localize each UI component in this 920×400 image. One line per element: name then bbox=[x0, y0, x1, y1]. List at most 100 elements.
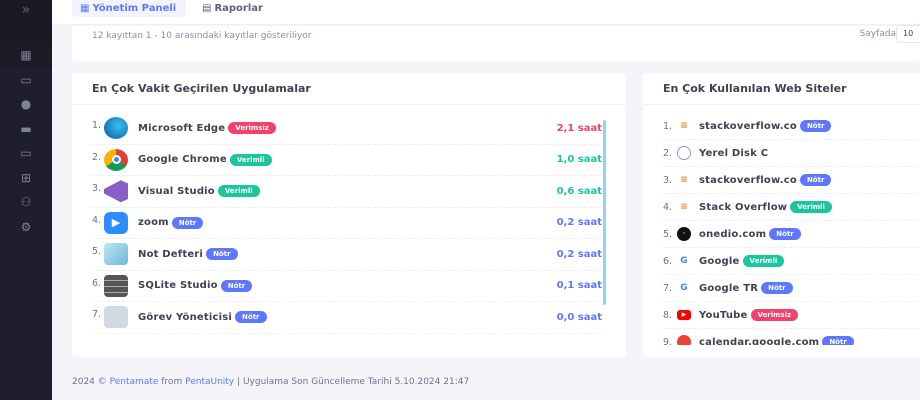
list-item[interactable]: 1. ≡ stackoverflow.co Nötr bbox=[663, 113, 920, 140]
list-item[interactable]: 2. Google Chrome Verimli 1,0 saat bbox=[92, 145, 602, 176]
item-name: Yerel Disk C bbox=[699, 147, 769, 159]
zoom-icon: ▶ bbox=[104, 211, 128, 234]
sidebar-item-dashboard[interactable]: ▦ bbox=[0, 43, 52, 68]
status-badge: Verimsiz bbox=[228, 122, 276, 135]
users-icon: ⚇ bbox=[20, 195, 32, 210]
top-sites-list[interactable]: 1. ≡ stackoverflow.co Nötr 2. Yerel Disk C… bbox=[663, 113, 920, 345]
rank: 6. bbox=[92, 277, 102, 289]
status-badge: Nötr bbox=[220, 279, 253, 292]
list-item[interactable]: 3. Visual Studio Verimli 0,6 saat bbox=[92, 176, 602, 208]
status-badge: Nötr bbox=[769, 228, 801, 240]
list-item[interactable]: 6. G Google Verimli bbox=[663, 248, 920, 275]
duration: 0,2 saat bbox=[556, 248, 602, 260]
item-name: stackoverflow.co bbox=[699, 120, 797, 132]
task-manager-icon bbox=[104, 306, 128, 329]
calculator-icon: ▤ bbox=[202, 3, 212, 14]
brand-link[interactable]: Pentamate bbox=[109, 377, 159, 387]
sidebar-item-settings[interactable]: ⚙ bbox=[0, 215, 52, 240]
item-name: YouTube bbox=[699, 309, 748, 321]
rank: 3. bbox=[663, 174, 673, 186]
status-badge: Verimli bbox=[229, 153, 272, 166]
network-icon: ⊞ bbox=[20, 170, 32, 185]
database-icon bbox=[104, 274, 128, 297]
rank: 4. bbox=[663, 201, 673, 213]
records-info-bar: 12 kayıttan 1 - 10 arasındaki kayıtlar g… bbox=[72, 25, 920, 61]
calendar-icon: ▬ bbox=[20, 121, 32, 136]
status-badge: Nötr bbox=[799, 120, 832, 132]
stackoverflow-icon: ≡ bbox=[680, 175, 688, 185]
sidebar-toggle[interactable]: » bbox=[0, 0, 52, 43]
user-icon: ● bbox=[20, 97, 32, 112]
company-link[interactable]: PentaUnity bbox=[185, 377, 235, 387]
list-item[interactable]: 4. ≡ Stack Overflow Verimli bbox=[663, 194, 920, 221]
item-name: Google Chrome bbox=[138, 154, 227, 166]
per-page-label: Sayfada bbox=[859, 29, 896, 39]
grid-icon: ▦ bbox=[20, 48, 32, 63]
chrome-icon bbox=[104, 148, 128, 171]
visual-studio-icon bbox=[104, 180, 128, 203]
grid-icon: ▦ bbox=[80, 3, 90, 14]
item-name: Google bbox=[699, 255, 740, 267]
sidebar-item-cards[interactable]: ▭ bbox=[0, 68, 52, 93]
list-item[interactable]: 4. ▶ zoom Nötr 0,2 saat bbox=[92, 208, 602, 239]
last-updated: Uygulama Son Güncelleme Tarihi 5.10.2024… bbox=[242, 377, 470, 387]
item-name: Stack Overflow bbox=[699, 201, 788, 213]
top-apps-title: En Çok Vakit Geçirilen Uygulamalar bbox=[72, 73, 626, 105]
tab-dashboard[interactable]: ▦ Yönetim Paneli bbox=[72, 0, 186, 17]
sidebar-item-groups[interactable]: ⚇ bbox=[0, 190, 52, 215]
item-name: Görev Yöneticisi bbox=[138, 311, 233, 323]
list-item[interactable]: 2. Yerel Disk C bbox=[663, 140, 920, 167]
item-name: zoom bbox=[138, 217, 169, 229]
sidebar-item-calendar[interactable]: ▬ bbox=[0, 117, 52, 142]
status-badge: Verimli bbox=[742, 255, 785, 267]
rank: 8. bbox=[663, 309, 673, 321]
top-sites-card: En Çok Kullanılan Web Siteler 1. ≡ stack… bbox=[643, 73, 920, 357]
scrollbar[interactable] bbox=[603, 120, 606, 305]
records-count-text: 12 kayıttan 1 - 10 arasındaki kayıtlar g… bbox=[92, 31, 312, 41]
duration: 0,0 saat bbox=[556, 311, 602, 323]
status-badge: Nötr bbox=[235, 311, 267, 324]
tab-reports[interactable]: ▤ Raporlar bbox=[202, 3, 263, 14]
list-item[interactable]: 8. ▸ YouTube Verimsiz bbox=[663, 302, 920, 329]
gear-icon: ⚙ bbox=[20, 219, 32, 234]
rank: 1. bbox=[663, 120, 673, 132]
sidebar: » ▦ ▭ ● ▬ ▭ ⊞ ⚇ ⚙ bbox=[0, 0, 52, 400]
item-name: stackoverflow.co bbox=[699, 174, 797, 186]
edge-icon bbox=[104, 117, 128, 140]
list-item[interactable]: 5. · onedio.com Nötr bbox=[663, 221, 920, 248]
duration: 2,1 saat bbox=[556, 122, 602, 134]
status-badge: Nötr bbox=[761, 282, 793, 294]
item-name: Visual Studio bbox=[138, 185, 215, 197]
top-sites-title: En Çok Kullanılan Web Siteler bbox=[643, 73, 920, 105]
sidebar-item-network[interactable]: ⊞ bbox=[0, 166, 52, 191]
list-item[interactable]: 7. G Google TR Nötr bbox=[663, 275, 920, 302]
rank: 5. bbox=[663, 228, 673, 240]
chevrons-right-icon: » bbox=[21, 2, 31, 18]
list-item[interactable]: 1. Microsoft Edge Verimsiz 2,1 saat bbox=[92, 113, 602, 145]
google-icon: G bbox=[680, 283, 688, 293]
top-apps-list[interactable]: 1. Microsoft Edge Verimsiz 2,1 saat 2. Goog… bbox=[92, 113, 602, 345]
list-item[interactable]: 5. Not Defteri Nötr 0,2 saat bbox=[92, 239, 602, 271]
list-item[interactable]: 6. SQLite Studio Nötr 0,1 saat bbox=[92, 271, 602, 302]
sidebar-item-users[interactable]: ● bbox=[0, 92, 52, 117]
list-item[interactable]: 7. Görev Yöneticisi Nötr 0,0 saat bbox=[92, 302, 602, 334]
per-page-select[interactable]: 10 bbox=[896, 25, 920, 43]
google-icon: G bbox=[680, 256, 688, 266]
list-item[interactable]: 3. ≡ stackoverflow.co Nötr bbox=[663, 167, 920, 194]
rank: 2. bbox=[92, 151, 102, 163]
duration: 0,1 saat bbox=[556, 280, 602, 292]
status-badge: Nötr bbox=[822, 336, 854, 345]
item-name: Google TR bbox=[699, 282, 759, 294]
rank: 3. bbox=[92, 183, 102, 194]
rank: 4. bbox=[92, 214, 102, 226]
status-badge: Nötr bbox=[171, 216, 204, 229]
status-badge: Verimsiz bbox=[750, 309, 799, 321]
item-name: onedio.com bbox=[699, 228, 767, 240]
footer: 2024 © Pentamate from PentaUnity | Uygul… bbox=[72, 377, 470, 387]
item-name: Microsoft Edge bbox=[138, 122, 226, 134]
list-item[interactable]: 9. calendar.google.com Nötr bbox=[663, 329, 920, 345]
rank: 2. bbox=[663, 147, 673, 159]
google-calendar-icon bbox=[677, 335, 691, 345]
sidebar-item-devices[interactable]: ▭ bbox=[0, 141, 52, 166]
rank: 7. bbox=[92, 309, 102, 320]
